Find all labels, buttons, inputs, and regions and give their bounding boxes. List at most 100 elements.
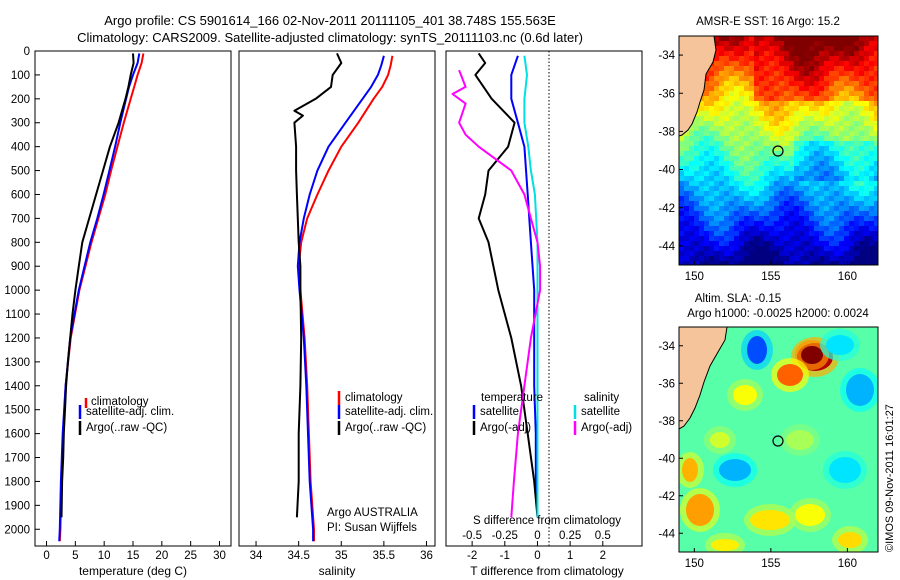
- sst-cell: [774, 186, 779, 191]
- sst-cell: [724, 146, 729, 151]
- sst-cell: [819, 176, 824, 181]
- sst-cell: [764, 236, 769, 241]
- sst-cell: [849, 181, 854, 186]
- sst-cell: [829, 261, 834, 265]
- sst-cell: [684, 156, 689, 161]
- sst-cell: [684, 236, 689, 241]
- sst-cell: [814, 81, 819, 86]
- sst-cell: [869, 201, 874, 206]
- sst-cell: [709, 161, 714, 166]
- sst-cell: [849, 161, 854, 166]
- sst-cell: [779, 161, 784, 166]
- sst-cell: [869, 211, 874, 216]
- sst-cell: [789, 191, 794, 196]
- sst-cell: [764, 96, 769, 101]
- sst-cell: [724, 216, 729, 221]
- sst-cell: [799, 186, 804, 191]
- sst-cell: [804, 56, 809, 61]
- sst-cell: [734, 206, 739, 211]
- sst-cell: [789, 236, 794, 241]
- sst-cell: [864, 161, 869, 166]
- sst-cell: [804, 211, 809, 216]
- sst-cell: [804, 111, 809, 116]
- sst-cell: [684, 176, 689, 181]
- sst-cell: [809, 131, 814, 136]
- sst-cell: [809, 231, 814, 236]
- sst-cell: [704, 161, 709, 166]
- map-ytick-label: -38: [658, 126, 675, 138]
- sst-cell: [744, 86, 749, 91]
- sla-coastline: [679, 327, 728, 430]
- sst-cell: [739, 171, 744, 176]
- legend-s-title: salinity: [584, 392, 619, 404]
- sst-cell: [854, 121, 859, 126]
- sst-cell: [724, 261, 729, 265]
- sst-cell: [694, 201, 699, 206]
- sst-cell: [789, 81, 794, 86]
- sst-cell: [679, 221, 684, 226]
- sst-cell: [864, 226, 869, 231]
- sst-cell: [854, 216, 859, 221]
- sst-cell: [799, 86, 804, 91]
- sst-cell: [849, 206, 854, 211]
- sst-cell: [734, 151, 739, 156]
- sst-cell: [679, 216, 684, 221]
- sst-cell: [834, 116, 839, 121]
- sst-cell: [764, 121, 769, 126]
- sst-cell: [789, 186, 794, 191]
- sst-cell: [794, 146, 799, 151]
- argo-pi-label: PI: Susan Wijffels: [327, 522, 417, 534]
- sst-cell: [754, 41, 759, 46]
- sst-cell: [769, 96, 774, 101]
- sst-cell: [859, 136, 864, 141]
- sst-cell: [819, 241, 824, 246]
- sst-cell: [874, 136, 878, 141]
- sst-cell: [749, 241, 754, 246]
- sst-cell: [694, 206, 699, 211]
- sst-cell: [834, 146, 839, 151]
- sst-cell: [859, 56, 864, 61]
- sst-cell: [854, 146, 859, 151]
- sst-cell: [784, 76, 789, 81]
- sst-cell: [804, 256, 809, 261]
- sst-cell: [869, 86, 874, 91]
- sst-cell: [679, 211, 684, 216]
- sst-cell: [764, 206, 769, 211]
- sst-cell: [764, 146, 769, 151]
- sst-cell: [724, 186, 729, 191]
- sst-cell: [744, 76, 749, 81]
- sst-cell: [729, 36, 734, 41]
- sst-cell: [819, 51, 824, 56]
- sst-cell: [744, 131, 749, 136]
- sst-cell: [769, 201, 774, 206]
- sst-cell: [769, 66, 774, 71]
- sst-cell: [734, 96, 739, 101]
- sst-cell: [834, 166, 839, 171]
- sst-cell: [829, 186, 834, 191]
- sst-cell: [844, 246, 849, 251]
- sst-cell: [864, 41, 869, 46]
- sst-cell: [784, 96, 789, 101]
- t-difference-label: T difference from climatology: [470, 564, 624, 578]
- sst-cell: [844, 71, 849, 76]
- sst-cell: [854, 186, 859, 191]
- sst-cell: [729, 161, 734, 166]
- sst-cell: [719, 226, 724, 231]
- sst-cell: [769, 226, 774, 231]
- sst-cell: [829, 111, 834, 116]
- sst-cell: [834, 86, 839, 91]
- sst-cell: [684, 141, 689, 146]
- sst-cell: [844, 241, 849, 246]
- sst-cell: [739, 91, 744, 96]
- sst-cell: [714, 56, 719, 61]
- sst-cell: [834, 206, 839, 211]
- sst-cell: [804, 51, 809, 56]
- sst-cell: [719, 76, 724, 81]
- sst-cell: [869, 91, 874, 96]
- sst-cell: [794, 201, 799, 206]
- sst-cell: [829, 76, 834, 81]
- sst-cell: [754, 111, 759, 116]
- sst-cell: [844, 156, 849, 161]
- sst-cell: [724, 91, 729, 96]
- sst-cell: [704, 206, 709, 211]
